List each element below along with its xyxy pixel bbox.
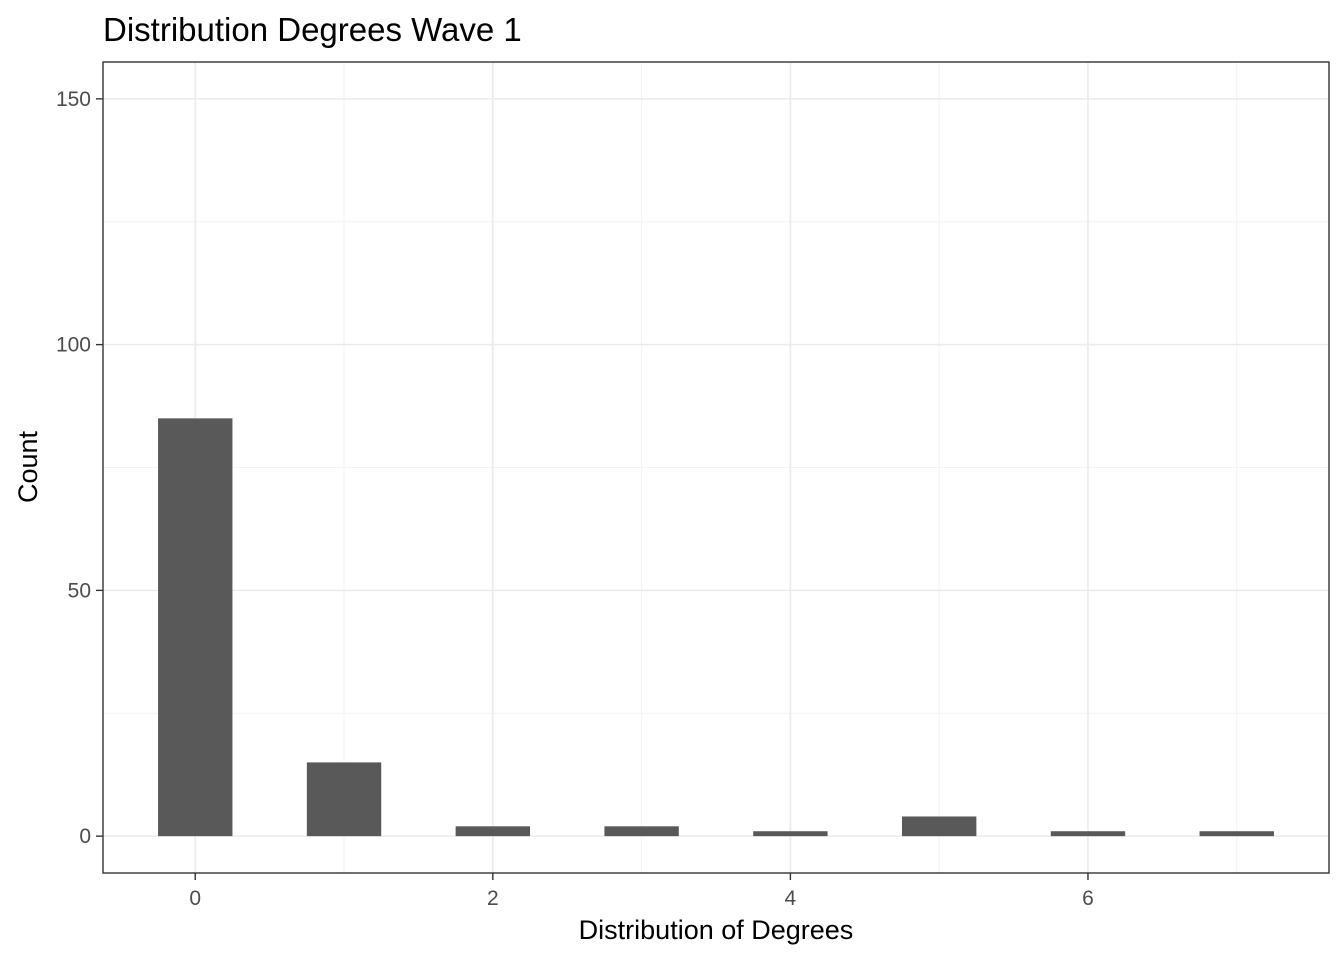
bar-1: [306, 762, 382, 837]
chart-title: Distribution Degrees Wave 1: [103, 11, 522, 48]
bar-4: [753, 831, 828, 837]
y-tick-label: 100: [56, 334, 91, 357]
y-axis-tick-labels: 0 50 100 150: [56, 88, 91, 848]
bar-6: [1050, 831, 1126, 837]
bar-3: [604, 826, 679, 837]
x-axis-tick-labels: 0 2 4 6: [189, 887, 1093, 910]
bars: [158, 418, 1274, 837]
x-axis-title: Distribution of Degrees: [579, 915, 854, 945]
bar-2: [455, 826, 531, 837]
axis-ticks: [96, 98, 1089, 880]
x-tick-label: 6: [1082, 887, 1094, 910]
y-tick-label: 50: [68, 579, 91, 602]
x-tick-label: 0: [189, 887, 201, 910]
bar-0: [158, 418, 233, 837]
y-tick-label: 150: [56, 88, 91, 111]
x-tick-label: 2: [487, 887, 499, 910]
bar-5: [901, 816, 977, 837]
x-tick-label: 4: [785, 887, 797, 910]
y-axis-title: Count: [13, 430, 43, 503]
panel-border: [102, 61, 1330, 874]
bar-7: [1199, 831, 1274, 837]
y-tick-label: 0: [79, 825, 91, 848]
grid-lines: [103, 62, 1329, 873]
